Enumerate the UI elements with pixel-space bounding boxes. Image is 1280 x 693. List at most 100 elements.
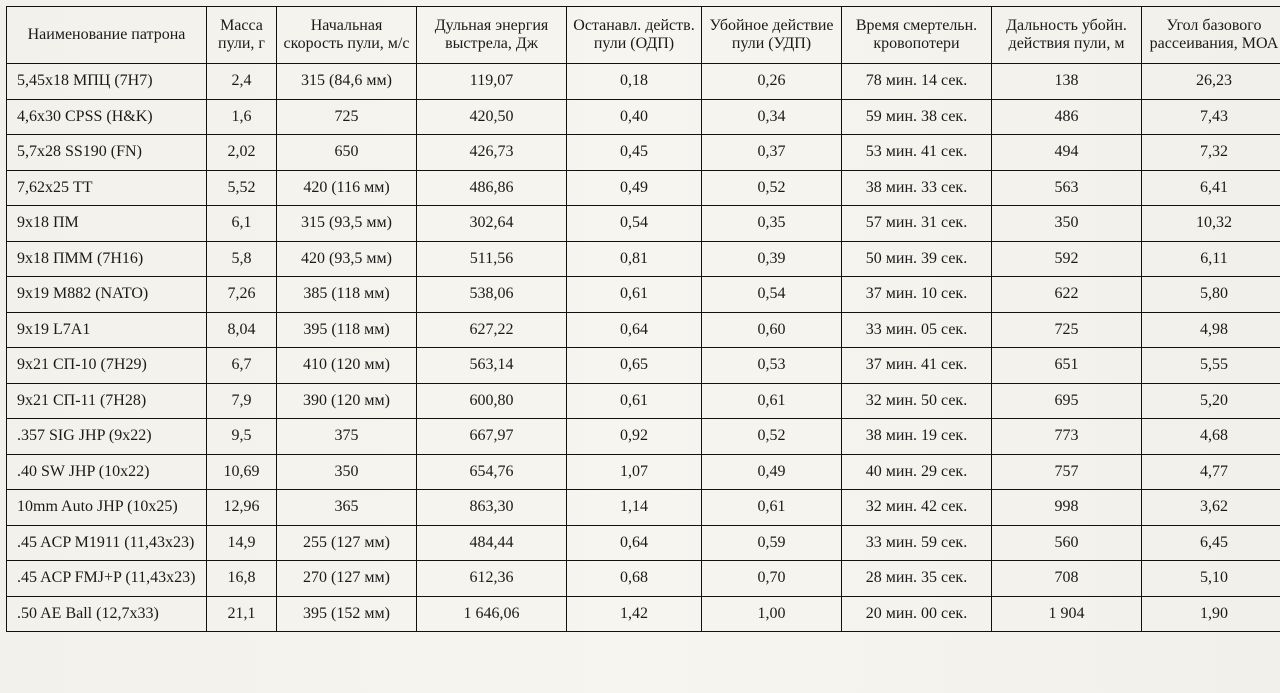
cell-energy: 612,36 — [417, 561, 567, 597]
cell-energy: 484,44 — [417, 525, 567, 561]
col-header-moa: Угол базового рассеивания, МОА — [1142, 7, 1280, 64]
cell-mass: 12,96 — [207, 490, 277, 526]
cell-moa: 5,80 — [1142, 277, 1280, 313]
table-head: Наименование патрона Масса пули, г Начал… — [7, 7, 1280, 64]
cell-energy: 863,30 — [417, 490, 567, 526]
cell-v0: 395 (152 мм) — [277, 596, 417, 632]
cell-v0: 315 (84,6 мм) — [277, 64, 417, 100]
cell-time: 57 мин. 31 сек. — [842, 206, 992, 242]
cell-odp: 0,45 — [567, 135, 702, 171]
cell-v0: 725 — [277, 99, 417, 135]
cell-energy: 563,14 — [417, 348, 567, 384]
cell-name: 9х21 СП-11 (7Н28) — [7, 383, 207, 419]
cell-mass: 6,1 — [207, 206, 277, 242]
cell-odp: 0,61 — [567, 277, 702, 313]
cell-mass: 5,52 — [207, 170, 277, 206]
cell-udp: 0,70 — [702, 561, 842, 597]
col-header-odp: Останавл. действ. пули (ОДП) — [567, 7, 702, 64]
cell-energy: 654,76 — [417, 454, 567, 490]
cell-name: 10mm Auto JHP (10х25) — [7, 490, 207, 526]
table-row: 9х19 М882 (NATO)7,26385 (118 мм)538,060,… — [7, 277, 1280, 313]
cell-odp: 1,14 — [567, 490, 702, 526]
table-row: 7,62х25 ТТ5,52420 (116 мм)486,860,490,52… — [7, 170, 1280, 206]
cell-moa: 5,55 — [1142, 348, 1280, 384]
cell-range: 350 — [992, 206, 1142, 242]
cell-odp: 0,92 — [567, 419, 702, 455]
cell-mass: 10,69 — [207, 454, 277, 490]
cell-range: 486 — [992, 99, 1142, 135]
cell-range: 138 — [992, 64, 1142, 100]
cell-v0: 410 (120 мм) — [277, 348, 417, 384]
cell-range: 1 904 — [992, 596, 1142, 632]
cell-udp: 0,53 — [702, 348, 842, 384]
cell-energy: 511,56 — [417, 241, 567, 277]
cell-range: 651 — [992, 348, 1142, 384]
cell-v0: 255 (127 мм) — [277, 525, 417, 561]
cell-moa: 4,68 — [1142, 419, 1280, 455]
cell-name: 9х18 ПММ (7Н16) — [7, 241, 207, 277]
cell-energy: 667,97 — [417, 419, 567, 455]
col-header-energy: Дульная энергия выстрела, Дж — [417, 7, 567, 64]
cell-time: 40 мин. 29 сек. — [842, 454, 992, 490]
cell-moa: 10,32 — [1142, 206, 1280, 242]
cell-moa: 4,77 — [1142, 454, 1280, 490]
cell-time: 38 мин. 19 сек. — [842, 419, 992, 455]
cell-range: 560 — [992, 525, 1142, 561]
table-body: 5,45х18 МПЦ (7Н7)2,4315 (84,6 мм)119,070… — [7, 64, 1280, 632]
cell-udp: 1,00 — [702, 596, 842, 632]
cell-v0: 650 — [277, 135, 417, 171]
cell-udp: 0,61 — [702, 383, 842, 419]
cell-range: 622 — [992, 277, 1142, 313]
cell-moa: 5,20 — [1142, 383, 1280, 419]
cell-range: 592 — [992, 241, 1142, 277]
cell-v0: 365 — [277, 490, 417, 526]
cell-v0: 395 (118 мм) — [277, 312, 417, 348]
cell-time: 78 мин. 14 сек. — [842, 64, 992, 100]
cell-v0: 315 (93,5 мм) — [277, 206, 417, 242]
cell-udp: 0,61 — [702, 490, 842, 526]
cell-moa: 7,32 — [1142, 135, 1280, 171]
cell-odp: 0,40 — [567, 99, 702, 135]
table-row: 5,45х18 МПЦ (7Н7)2,4315 (84,6 мм)119,070… — [7, 64, 1280, 100]
table-row: 9х18 ПММ (7Н16)5,8420 (93,5 мм)511,560,8… — [7, 241, 1280, 277]
cell-moa: 6,41 — [1142, 170, 1280, 206]
cell-udp: 0,35 — [702, 206, 842, 242]
cell-v0: 420 (116 мм) — [277, 170, 417, 206]
cell-odp: 0,64 — [567, 312, 702, 348]
cell-moa: 26,23 — [1142, 64, 1280, 100]
col-header-mass: Масса пули, г — [207, 7, 277, 64]
cell-name: .357 SIG JHP (9х22) — [7, 419, 207, 455]
cell-time: 33 мин. 05 сек. — [842, 312, 992, 348]
cell-odp: 0,68 — [567, 561, 702, 597]
cell-energy: 302,64 — [417, 206, 567, 242]
cell-odp: 0,54 — [567, 206, 702, 242]
cell-udp: 0,49 — [702, 454, 842, 490]
header-row: Наименование патрона Масса пули, г Начал… — [7, 7, 1280, 64]
cell-energy: 420,50 — [417, 99, 567, 135]
table-row: 9х18 ПМ6,1315 (93,5 мм)302,640,540,3557 … — [7, 206, 1280, 242]
col-header-name: Наименование патрона — [7, 7, 207, 64]
cell-time: 37 мин. 10 сек. — [842, 277, 992, 313]
cell-mass: 2,02 — [207, 135, 277, 171]
cell-energy: 426,73 — [417, 135, 567, 171]
cell-mass: 1,6 — [207, 99, 277, 135]
cell-name: 9х21 СП-10 (7Н29) — [7, 348, 207, 384]
table-row: 4,6х30 CPSS (H&K)1,6725420,500,400,3459 … — [7, 99, 1280, 135]
cell-moa: 3,62 — [1142, 490, 1280, 526]
table-row: .40 SW JHP (10х22)10,69350654,761,070,49… — [7, 454, 1280, 490]
cell-range: 757 — [992, 454, 1142, 490]
cell-mass: 21,1 — [207, 596, 277, 632]
cell-udp: 0,26 — [702, 64, 842, 100]
table-row: .50 AE Ball (12,7х33)21,1395 (152 мм)1 6… — [7, 596, 1280, 632]
table-row: 5,7х28 SS190 (FN)2,02650426,730,450,3753… — [7, 135, 1280, 171]
cell-mass: 8,04 — [207, 312, 277, 348]
cell-time: 37 мин. 41 сек. — [842, 348, 992, 384]
cell-udp: 0,59 — [702, 525, 842, 561]
cell-time: 59 мин. 38 сек. — [842, 99, 992, 135]
cell-moa: 6,11 — [1142, 241, 1280, 277]
cell-time: 28 мин. 35 сек. — [842, 561, 992, 597]
cell-v0: 420 (93,5 мм) — [277, 241, 417, 277]
cell-energy: 1 646,06 — [417, 596, 567, 632]
cell-udp: 0,60 — [702, 312, 842, 348]
cell-time: 53 мин. 41 сек. — [842, 135, 992, 171]
